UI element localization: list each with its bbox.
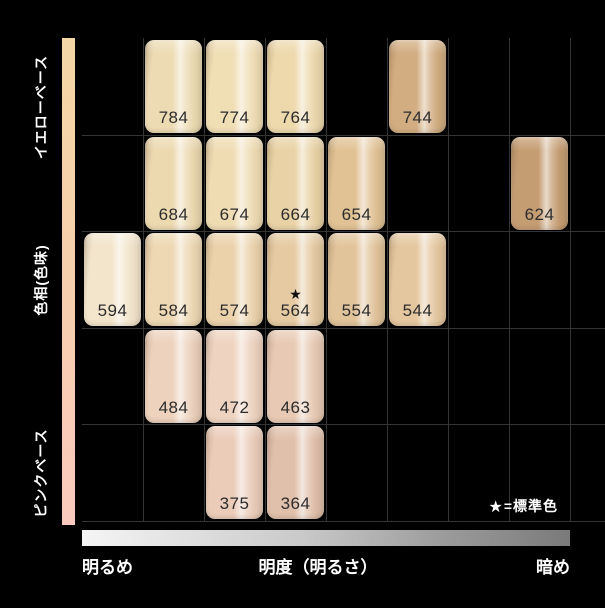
shade-code: 664	[280, 205, 311, 225]
shade-code: 564	[280, 301, 311, 321]
standard-star-icon: ★	[289, 286, 302, 303]
shade-code: 554	[341, 301, 372, 321]
grid-line-vertical	[265, 38, 266, 522]
shade-swatch-624: 624	[511, 137, 568, 230]
grid-line-vertical	[204, 38, 205, 522]
shade-code: 544	[402, 301, 433, 321]
shade-swatch-375: 375	[206, 426, 263, 519]
pink-base-label: ピンクベース	[33, 428, 49, 518]
hue-axis-label: 色相(色味)	[33, 244, 49, 316]
grid-line-horizontal	[82, 424, 605, 425]
yellow-base-label: イエローベース	[33, 54, 49, 160]
shade-code: 574	[219, 301, 250, 321]
shade-code: 684	[158, 205, 189, 225]
shade-code: 654	[341, 205, 372, 225]
shade-swatch-684: 684	[145, 137, 202, 230]
shade-code: 364	[280, 494, 311, 514]
grid-line-horizontal	[82, 328, 605, 329]
shade-swatch-764: 764	[267, 40, 324, 133]
grid-line-vertical	[326, 38, 327, 522]
brightness-axis-label: 明度（明るさ）	[258, 558, 378, 577]
grid-line-horizontal	[82, 521, 605, 522]
shade-swatch-463: 463	[267, 330, 324, 423]
grid-line-horizontal	[82, 135, 605, 136]
shade-swatch-574: 574	[206, 233, 263, 326]
shade-code: 463	[280, 398, 311, 418]
shade-swatch-674: 674	[206, 137, 263, 230]
shade-swatch-554: 554	[328, 233, 385, 326]
shade-swatch-594: 594	[84, 233, 141, 326]
shade-code: 624	[524, 205, 555, 225]
shade-swatch-784: 784	[145, 40, 202, 133]
shade-swatch-472: 472	[206, 330, 263, 423]
shade-code: 784	[158, 108, 189, 128]
shade-swatch-544: 544	[389, 233, 446, 326]
brighter-label: 明るめ	[82, 558, 133, 577]
grid-line-vertical	[448, 38, 449, 522]
star-icon: ★	[488, 499, 504, 516]
shade-code: 774	[219, 108, 250, 128]
shade-swatch-564: ★ 564	[267, 233, 324, 326]
grid-line-horizontal	[82, 231, 605, 232]
grid-line-vertical	[570, 38, 571, 522]
grid-line-vertical	[143, 38, 144, 522]
shade-code: 484	[158, 398, 189, 418]
shade-swatch-654: 654	[328, 137, 385, 230]
shade-code: 594	[97, 301, 128, 321]
grid-line-vertical	[509, 38, 510, 522]
hue-axis-gradient-bar	[62, 38, 75, 525]
shade-code: 744	[402, 108, 433, 128]
shade-code: 764	[280, 108, 311, 128]
shade-swatch-664: 664	[267, 137, 324, 230]
standard-color-legend: ★=標準色	[488, 496, 558, 517]
brightness-axis-gradient-bar	[82, 530, 570, 546]
shade-code: 375	[219, 494, 250, 514]
shade-swatch-484: 484	[145, 330, 202, 423]
shade-code: 674	[219, 205, 250, 225]
shade-code: 472	[219, 398, 250, 418]
shade-code: 584	[158, 301, 189, 321]
darker-label: 暗め	[536, 558, 570, 577]
standard-color-legend-text: =標準色	[503, 498, 558, 514]
shade-swatch-364: 364	[267, 426, 324, 519]
grid-line-vertical	[387, 38, 388, 522]
shade-swatch-774: 774	[206, 40, 263, 133]
shade-swatch-744: 744	[389, 40, 446, 133]
shade-swatch-584: 584	[145, 233, 202, 326]
